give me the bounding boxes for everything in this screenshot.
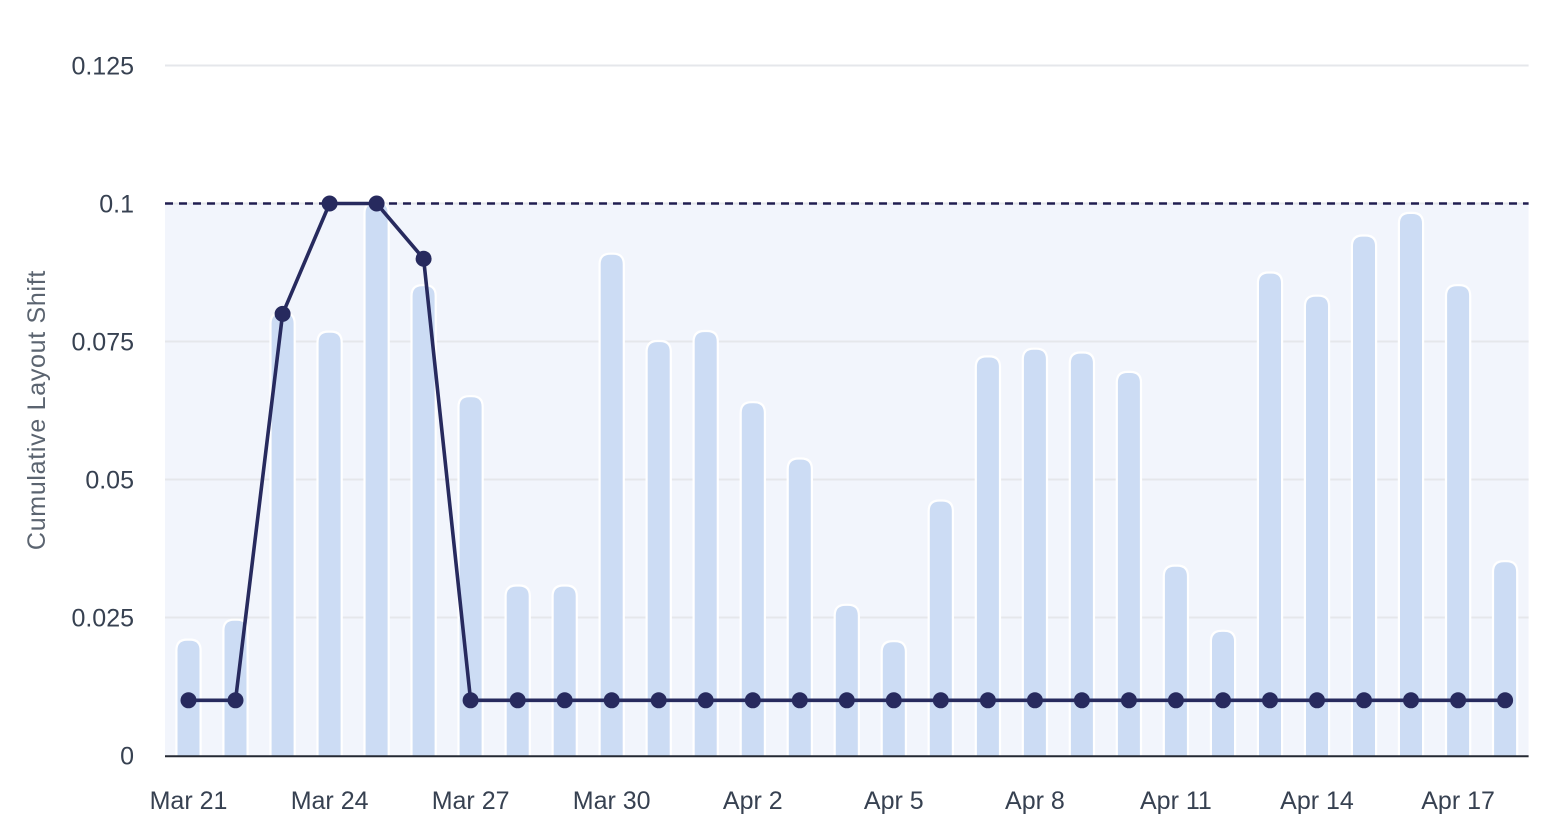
svg-text:Apr 14: Apr 14 (1280, 787, 1354, 815)
svg-text:Apr 8: Apr 8 (1005, 787, 1065, 815)
svg-text:Mar 27: Mar 27 (432, 787, 510, 815)
svg-text:0.025: 0.025 (71, 605, 134, 633)
svg-text:Apr 2: Apr 2 (723, 787, 783, 815)
svg-text:Cumulative Layout Shift: Cumulative Layout Shift (23, 270, 51, 550)
svg-text:Apr 5: Apr 5 (864, 787, 924, 815)
svg-text:Apr 17: Apr 17 (1421, 787, 1495, 815)
svg-text:Mar 24: Mar 24 (291, 787, 369, 815)
svg-text:0.1: 0.1 (99, 191, 134, 219)
svg-text:0.125: 0.125 (71, 53, 134, 81)
svg-text:Apr 11: Apr 11 (1140, 787, 1212, 815)
svg-text:0.05: 0.05 (85, 467, 134, 495)
svg-text:0.075: 0.075 (71, 329, 134, 357)
svg-text:0: 0 (120, 743, 134, 771)
svg-text:Mar 30: Mar 30 (573, 787, 651, 815)
svg-text:Mar 21: Mar 21 (150, 787, 228, 815)
